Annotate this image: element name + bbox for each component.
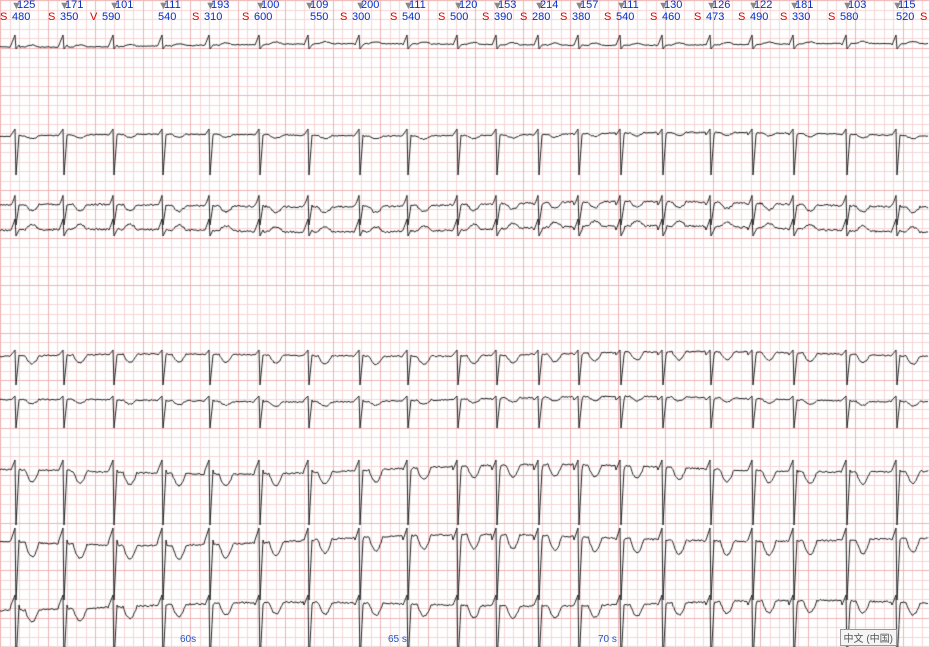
ecg-waveform-canvas <box>0 0 929 647</box>
ime-indicator[interactable]: 中文 (中国) <box>840 629 897 646</box>
